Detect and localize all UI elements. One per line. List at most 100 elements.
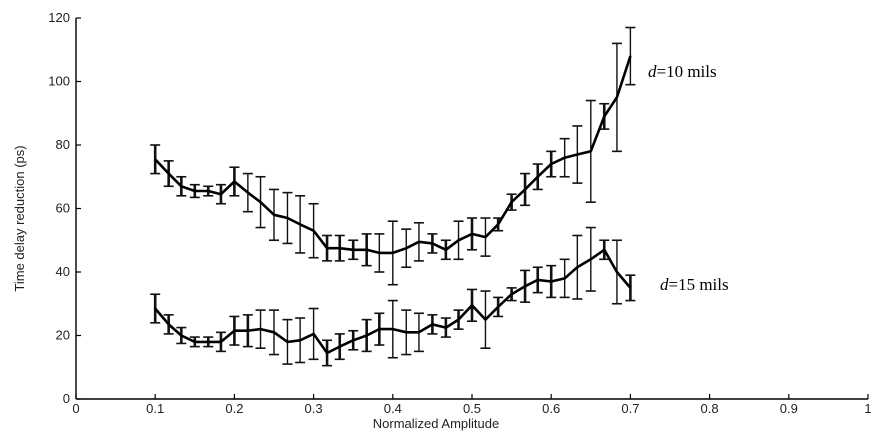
- data-point: [537, 279, 539, 281]
- x-tick-label: 0.7: [621, 401, 639, 416]
- data-point: [247, 330, 249, 332]
- data-point: [273, 214, 275, 216]
- data-point: [207, 341, 209, 343]
- data-point: [445, 249, 447, 251]
- series-label-d10-rest: =10 mils: [657, 62, 717, 81]
- data-point: [379, 252, 381, 254]
- data-point: [313, 333, 315, 335]
- data-point: [524, 189, 526, 191]
- data-point: [194, 190, 196, 192]
- data-point: [630, 55, 632, 57]
- data-point: [497, 306, 499, 308]
- data-point: [458, 319, 460, 321]
- y-tick-label: 20: [56, 328, 70, 343]
- data-point: [471, 233, 473, 235]
- x-tick-label: 0.2: [225, 401, 243, 416]
- y-tick-label: 100: [48, 74, 70, 89]
- data-point: [313, 230, 315, 232]
- data-point: [234, 330, 236, 332]
- y-tick-label: 40: [56, 264, 70, 279]
- x-tick-label: 1: [864, 401, 871, 416]
- x-tick-label: 0.5: [463, 401, 481, 416]
- data-point: [432, 324, 434, 326]
- data-point: [168, 173, 170, 175]
- data-point: [616, 97, 618, 99]
- data-point: [497, 224, 499, 226]
- plot-area: [150, 28, 635, 366]
- data-point: [511, 293, 513, 295]
- data-point: [630, 287, 632, 289]
- data-point: [405, 332, 407, 334]
- x-tick-label: 0.9: [780, 401, 798, 416]
- data-point: [260, 328, 262, 330]
- data-point: [603, 116, 605, 118]
- data-point: [287, 341, 289, 343]
- data-point: [550, 281, 552, 283]
- data-point: [181, 335, 183, 337]
- series-label-d15: d=15 mils: [660, 275, 729, 294]
- data-point: [366, 249, 368, 251]
- data-point: [405, 247, 407, 249]
- data-point: [234, 181, 236, 183]
- data-point: [181, 185, 183, 187]
- x-tick-label: 0.3: [305, 401, 323, 416]
- data-point: [603, 249, 605, 251]
- data-point: [524, 285, 526, 287]
- series-d10: [150, 28, 635, 285]
- data-point: [220, 341, 222, 343]
- data-point: [445, 327, 447, 329]
- data-point: [154, 308, 156, 310]
- data-point: [577, 266, 579, 268]
- data-point: [379, 328, 381, 330]
- data-point: [299, 224, 301, 226]
- data-point: [550, 163, 552, 165]
- y-tick-label: 0: [63, 391, 70, 406]
- data-point: [168, 324, 170, 326]
- data-point: [590, 259, 592, 261]
- data-point: [564, 278, 566, 280]
- x-tick-label: 0.8: [701, 401, 719, 416]
- x-tick-label: 0.1: [146, 401, 164, 416]
- data-point: [392, 328, 394, 330]
- data-point: [287, 217, 289, 219]
- data-point: [485, 319, 487, 321]
- data-point: [458, 239, 460, 241]
- data-point: [418, 332, 420, 334]
- data-point: [366, 335, 368, 337]
- data-point: [273, 332, 275, 334]
- data-point: [326, 247, 328, 249]
- data-point: [339, 346, 341, 348]
- data-point: [485, 236, 487, 238]
- y-tick-label: 120: [48, 10, 70, 25]
- data-point: [590, 151, 592, 153]
- x-axis-ticks: 0 0.1 0.2 0.3 0.4 0.5 0.6 0.7 0.8 0.9 1: [72, 394, 871, 416]
- data-point: [247, 192, 249, 194]
- data-point: [564, 157, 566, 159]
- data-point: [511, 201, 513, 203]
- data-point: [616, 271, 618, 273]
- x-tick-label: 0.6: [542, 401, 560, 416]
- data-point: [220, 193, 222, 195]
- y-axis-label: Time delay reduction (ps): [12, 145, 27, 291]
- data-point: [418, 241, 420, 243]
- data-point: [194, 341, 196, 343]
- data-point: [352, 249, 354, 251]
- data-point: [260, 201, 262, 203]
- x-axis-label: Normalized Amplitude: [373, 416, 499, 431]
- series-label-d10: d=10 mils: [648, 62, 717, 81]
- series-label-d15-rest: =15 mils: [669, 275, 729, 294]
- y-tick-label: 60: [56, 201, 70, 216]
- data-point: [207, 190, 209, 192]
- data-point: [299, 339, 301, 341]
- x-tick-label: 0.4: [384, 401, 402, 416]
- data-point: [432, 243, 434, 245]
- data-point: [339, 247, 341, 249]
- x-tick-label: 0: [72, 401, 79, 416]
- data-point: [392, 252, 394, 254]
- data-point: [537, 176, 539, 178]
- y-tick-label: 80: [56, 137, 70, 152]
- data-point: [577, 154, 579, 156]
- data-point: [326, 352, 328, 354]
- data-point: [352, 339, 354, 341]
